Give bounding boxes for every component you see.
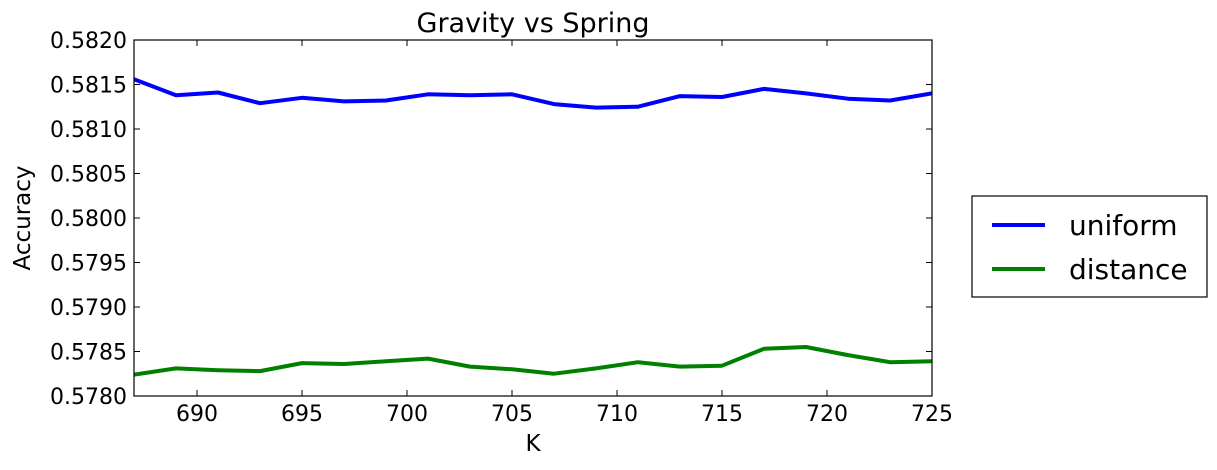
y-tick-label: 0.5820 [50,29,127,54]
x-tick-label: 715 [701,402,743,427]
legend-box [971,195,1208,298]
x-tick-label: 700 [386,402,428,427]
x-tick-label: 690 [176,402,218,427]
series-line-uniform [134,77,932,110]
x-tick-label: 705 [491,402,533,427]
legend-label-uniform: uniform [1069,209,1178,242]
chart-title: Gravity vs Spring [417,8,650,39]
y-tick-label: 0.5795 [50,252,127,277]
y-tick-label: 0.5815 [50,74,127,99]
legend: uniform distance [971,195,1208,298]
x-tick-label: 725 [911,402,953,427]
series-line-distance [134,345,932,377]
y-axis-title: Accuracy [10,165,36,270]
x-axis-title: K [525,431,541,457]
y-tick-label: 0.5780 [50,385,127,410]
y-tick-label: 0.5810 [50,118,127,143]
y-tick-label: 0.5800 [50,207,127,232]
x-tick-label: 710 [596,402,638,427]
legend-label-distance: distance [1069,253,1188,286]
plot-area: 690 695 700 705 710 715 720 725 0.5780 0.5785 0.57… [50,29,953,427]
x-tick-label: 695 [281,402,323,427]
x-tick-label: 720 [806,402,848,427]
y-tick-label: 0.5790 [50,296,127,321]
y-tick-label: 0.5785 [50,341,127,366]
y-tick-label: 0.5805 [50,163,127,188]
